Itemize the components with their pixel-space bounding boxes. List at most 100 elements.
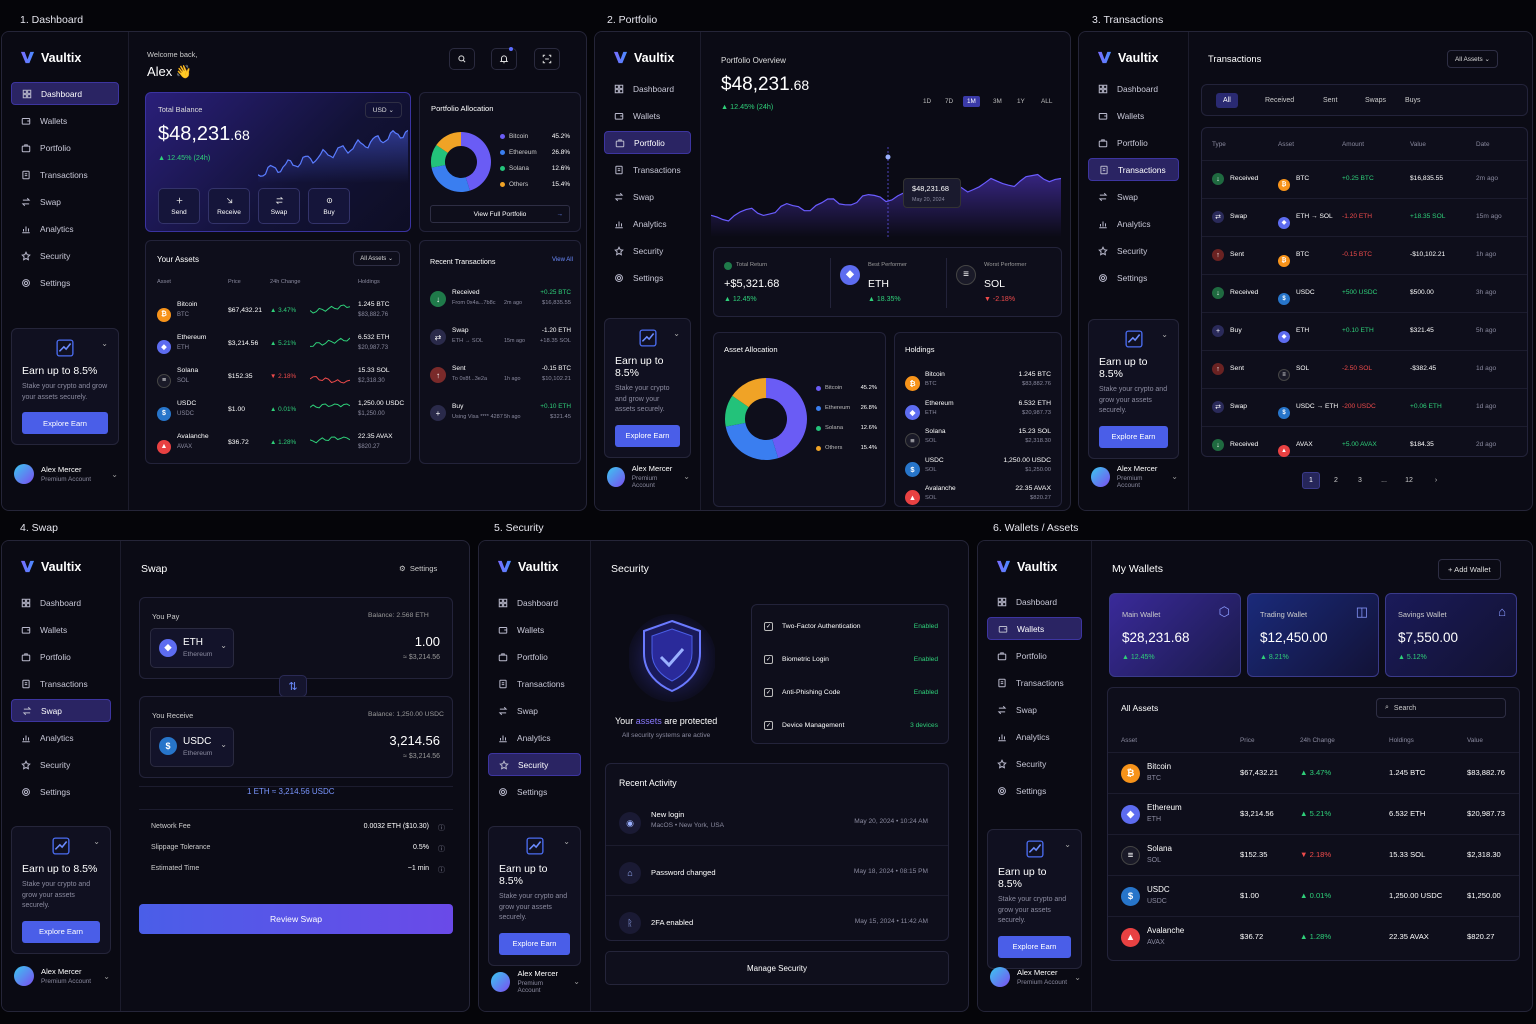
chevron-down-icon[interactable]: ⌄ (1161, 330, 1168, 339)
sidebar-item-dashboard[interactable]: Dashboard (987, 590, 1082, 613)
pay-token-selector[interactable]: ◆ ETH Ethereum ⌄ (150, 628, 234, 668)
wallet-card[interactable]: Savings Wallet ⌂ $7,550.00 ▲ 5.12% (1385, 593, 1517, 677)
chevron-down-icon[interactable]: ⌄ (673, 329, 680, 338)
sidebar-item-swap[interactable]: Swap (11, 190, 119, 213)
info-icon[interactable]: ⓘ (438, 846, 445, 853)
transaction-row[interactable]: ↓ Received ▲ AVAX +5.00 AVAX $184.35 2d ago (1202, 426, 1527, 464)
sidebar-item-portfolio[interactable]: Portfolio (488, 645, 581, 668)
sidebar-item-security[interactable]: Security (11, 244, 119, 267)
sidebar-item-swap[interactable]: Swap (1088, 185, 1179, 208)
sidebar-item-portfolio[interactable]: Portfolio (1088, 131, 1179, 154)
chevron-down-icon[interactable]: ⌄ (101, 339, 108, 348)
explore-earn-button[interactable]: Explore Earn (22, 920, 100, 943)
explore-earn-button[interactable]: Explore Earn (499, 932, 570, 955)
sidebar-item-portfolio[interactable]: Portfolio (11, 136, 119, 159)
sidebar-item-transactions[interactable]: Transactions (488, 672, 581, 695)
page-button[interactable]: 3 (1358, 477, 1362, 484)
sidebar-item-wallets[interactable]: Wallets (604, 104, 691, 127)
transaction-row[interactable]: ↓ Received ₿ BTC +0.25 BTC $16,835.55 2m ago (1202, 160, 1527, 198)
asset-row[interactable]: ₿ Bitcoin BTC $67,432.21 ▲ 3.47% 1.245 BTC $83… (1108, 752, 1519, 793)
page-button[interactable]: 12 (1405, 477, 1413, 484)
brand-logo[interactable]: Vaultix (497, 559, 558, 574)
user-profile[interactable]: Alex Mercer Premium Account ⌄ (14, 464, 118, 484)
user-profile[interactable]: Alex Mercer Premium Account ⌄ (491, 969, 580, 994)
sidebar-item-wallets[interactable]: Wallets (1088, 104, 1179, 127)
swap-settings-button[interactable]: ⚙ Settings (399, 564, 437, 573)
sidebar-item-transactions[interactable]: Transactions (1088, 158, 1179, 181)
explore-earn-button[interactable]: Explore Earn (615, 424, 680, 447)
user-profile[interactable]: Alex Mercer Premium Account ⌄ (607, 464, 690, 489)
explore-earn-button[interactable]: Explore Earn (22, 412, 108, 434)
asset-row[interactable]: ◆ Ethereum ETH $3,214.56 ▲ 5.21% 6.532 ETH $20… (1108, 793, 1519, 834)
transaction-item[interactable]: + Buy Using Visa **** 4287 5h ago +0.10 ETH $… (420, 399, 580, 433)
sidebar-item-transactions[interactable]: Transactions (987, 671, 1082, 694)
sidebar-item-transactions[interactable]: Transactions (604, 158, 691, 181)
sidebar-item-swap[interactable]: Swap (11, 699, 111, 722)
page-button[interactable]: › (1434, 477, 1438, 484)
switch-tokens-button[interactable]: ⇅ (279, 675, 307, 697)
tab-all[interactable]: All (1216, 93, 1238, 108)
range-tab-7d[interactable]: 7D (945, 98, 954, 105)
view-all-link[interactable]: View All (552, 257, 573, 263)
asset-row[interactable]: ₿ Bitcoin BTC $67,432.21 ▲ 3.47% 1.245 BTC $83… (146, 297, 410, 327)
chevron-down-icon[interactable]: ⌄ (111, 469, 118, 479)
info-icon[interactable]: ⓘ (438, 825, 445, 832)
chevron-down-icon[interactable]: ⌄ (563, 837, 570, 846)
range-tab-3m[interactable]: 3M (993, 98, 1002, 105)
sidebar-item-portfolio[interactable]: Portfolio (11, 645, 111, 668)
range-tab-1d[interactable]: 1D (923, 98, 932, 105)
sidebar-item-settings[interactable]: Settings (11, 271, 119, 294)
transaction-row[interactable]: ↑ Sent ≡ SOL -2.50 SOL -$382.45 1d ago (1202, 350, 1527, 388)
send-action-button[interactable]: Send (158, 188, 200, 224)
sidebar-item-dashboard[interactable]: Dashboard (11, 591, 111, 614)
user-profile[interactable]: Alex Mercer Premium Account ⌄ (990, 967, 1081, 987)
sidebar-item-swap[interactable]: Swap (987, 698, 1082, 721)
explore-earn-button[interactable]: Explore Earn (998, 935, 1071, 958)
asset-row[interactable]: $ USDC USDC $1.00 ▲ 0.01% 1,250.00 USDC $1,250… (146, 396, 410, 426)
brand-logo[interactable]: Vaultix (996, 559, 1057, 574)
sidebar-item-analytics[interactable]: Analytics (11, 726, 111, 749)
sidebar-item-security[interactable]: Security (604, 239, 691, 262)
scan-button[interactable] (534, 48, 560, 70)
sidebar-item-settings[interactable]: Settings (987, 779, 1082, 802)
tab-buys[interactable]: Buys (1405, 97, 1421, 104)
transaction-item[interactable]: ↓ Received From 0x4a...7b8c 2m ago +0.25 BTC… (420, 285, 580, 319)
transaction-row[interactable]: ↑ Sent ₿ BTC -0.15 BTC -$10,102.21 1h ago (1202, 236, 1527, 274)
activity-item[interactable]: ᚱ 2FA enabled May 15, 2024 • 11:42 AM (606, 902, 948, 946)
sidebar-item-transactions[interactable]: Transactions (11, 163, 119, 186)
transaction-row[interactable]: + Buy ◆ ETH +0.10 ETH $321.45 5h ago (1202, 312, 1527, 350)
transaction-row[interactable]: ⇄ Swap $ USDC → ETH -200 USDC +0.06 ETH 1d ago (1202, 388, 1527, 426)
user-profile[interactable]: Alex Mercer Premium Account ⌄ (14, 966, 110, 986)
sidebar-item-analytics[interactable]: Analytics (488, 726, 581, 749)
sidebar-item-settings[interactable]: Settings (1088, 266, 1179, 289)
holding-row[interactable]: ≡ Solana SOL 15.23 SOL $2,318.30 (895, 426, 1061, 452)
brand-logo[interactable]: Vaultix (20, 50, 81, 65)
chevron-down-icon[interactable]: ⌄ (683, 472, 690, 481)
manage-security-button[interactable]: Manage Security (605, 951, 949, 985)
activity-item[interactable]: ⌂ Password changed May 18, 2024 • 08:15 PM (606, 852, 948, 896)
currency-select[interactable]: USD ⌄ (364, 102, 402, 118)
sidebar-item-portfolio[interactable]: Portfolio (987, 644, 1082, 667)
chevron-down-icon[interactable]: ⌄ (1171, 472, 1178, 481)
sidebar-item-security[interactable]: Security (11, 753, 111, 776)
sidebar-item-dashboard[interactable]: Dashboard (1088, 77, 1179, 100)
sidebar-item-dashboard[interactable]: Dashboard (604, 77, 691, 100)
search-button[interactable] (449, 48, 475, 70)
sidebar-item-settings[interactable]: Settings (604, 266, 691, 289)
security-setting-row[interactable]: ✓ Biometric Login Enabled (752, 648, 948, 676)
search-input[interactable]: ⌕ Search (1376, 698, 1506, 718)
security-setting-row[interactable]: ✓ Anti-Phishing Code Enabled (752, 681, 948, 709)
holding-row[interactable]: ◆ Ethereum ETH 6.532 ETH $20,987.73 (895, 398, 1061, 424)
sidebar-item-analytics[interactable]: Analytics (1088, 212, 1179, 235)
page-button[interactable]: ... (1381, 477, 1387, 484)
activity-item[interactable]: ◉ New login MacOS • New York, USA May 20, 2… (606, 802, 948, 846)
user-profile[interactable]: Alex Mercer Premium Account ⌄ (1091, 464, 1178, 489)
add-wallet-button[interactable]: + Add Wallet (1438, 559, 1501, 580)
asset-row[interactable]: ≡ Solana SOL $152.35 ▼ 2.18% 15.33 SOL $2,318.… (146, 363, 410, 393)
transaction-item[interactable]: ↑ Sent To 0x8f...3e2a 1h ago -0.15 BTC $10,10… (420, 361, 580, 395)
holding-row[interactable]: ▲ Avalanche SOL 22.35 AVAX $820.27 (895, 483, 1061, 509)
transaction-item[interactable]: ⇄ Swap ETH → SOL 15m ago -1.20 ETH +18.35 SOL (420, 323, 580, 357)
receive-action-button[interactable]: Receive (208, 188, 250, 224)
sidebar-item-portfolio[interactable]: Portfolio (604, 131, 691, 154)
range-tab-all[interactable]: ALL (1041, 98, 1053, 105)
